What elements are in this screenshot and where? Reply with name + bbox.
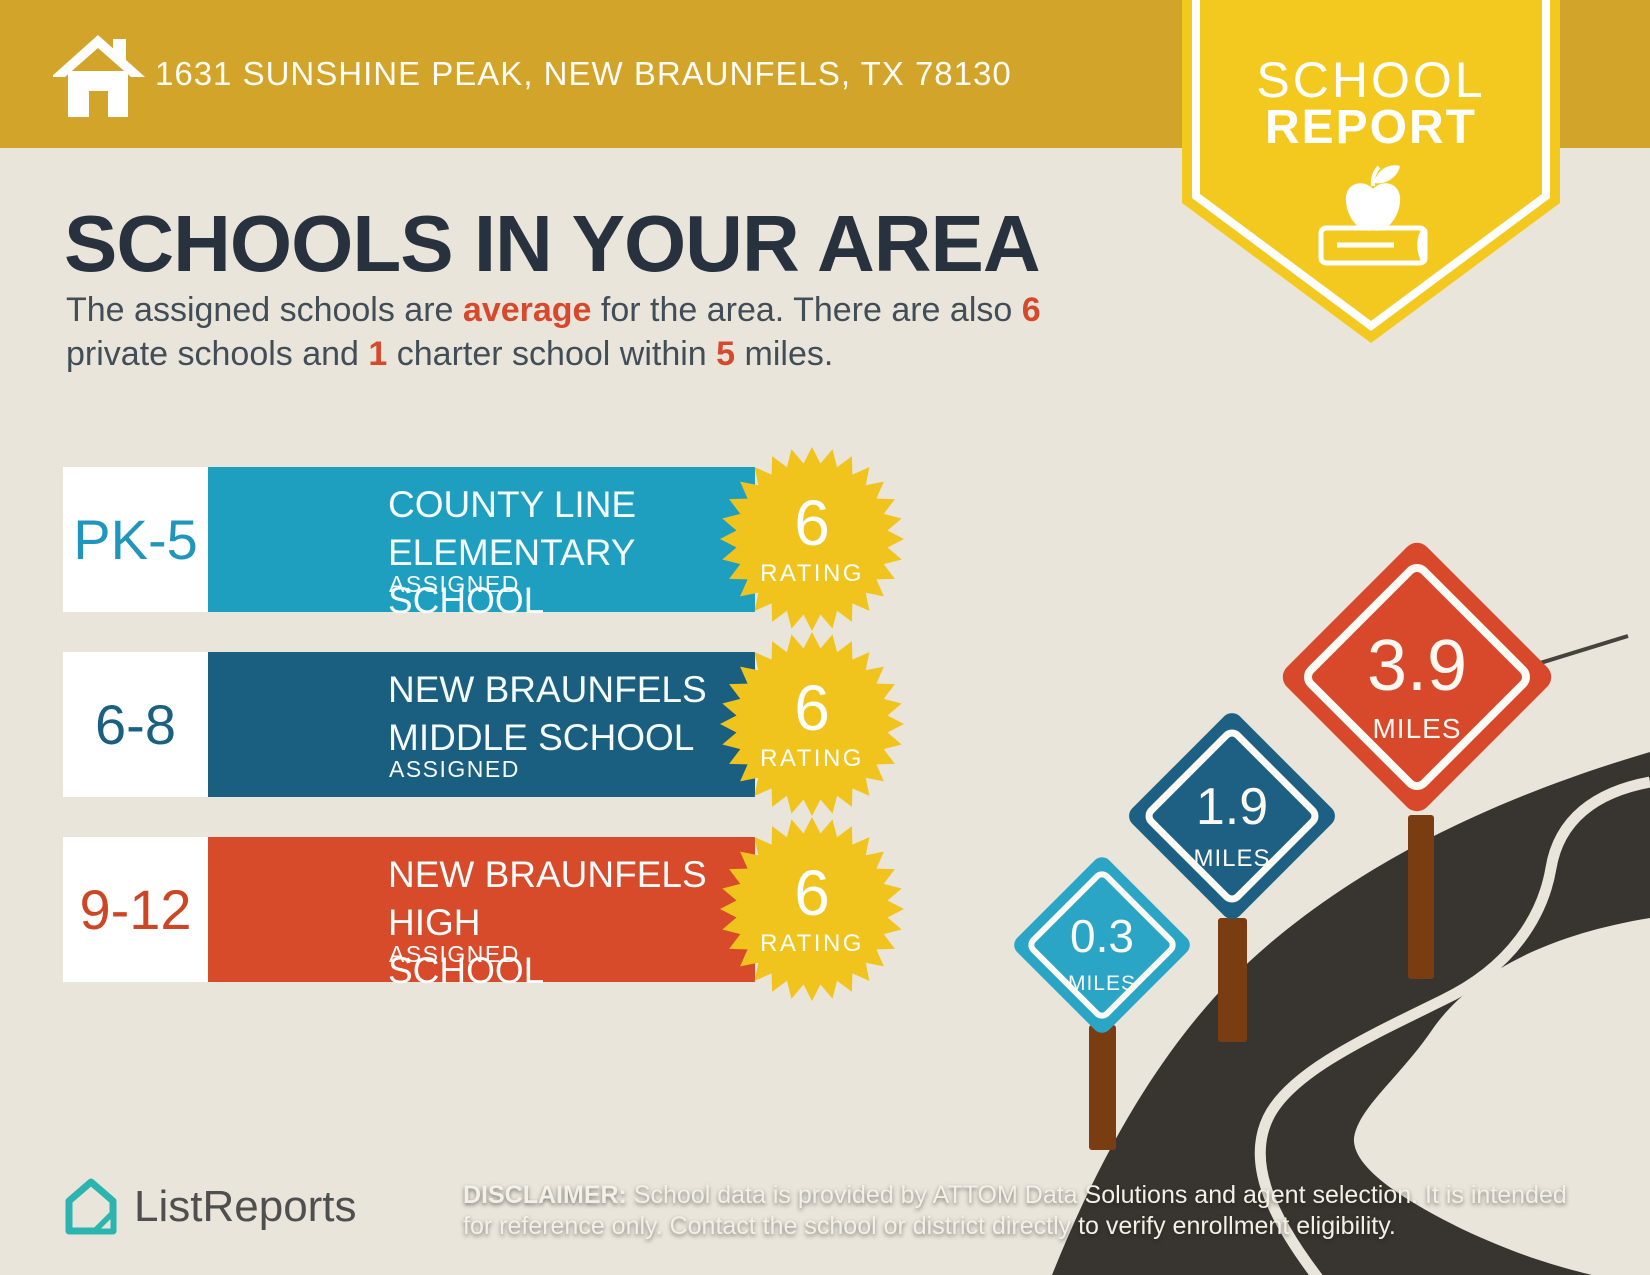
listreports-house-icon — [65, 1178, 117, 1235]
road-stripe — [1254, 776, 1650, 1275]
school-row-middle: 6-8 NEW BRAUNFELS MIDDLE SCHOOL ASSIGNED… — [63, 632, 913, 816]
school-row-elementary: PK-5 COUNTY LINE ELEMENTARY SCHOOL ASSIG… — [63, 447, 913, 631]
road — [1052, 752, 1650, 1275]
rating-badge: 6 RATING — [720, 632, 904, 816]
sign-post-far — [1408, 815, 1434, 979]
rating-label: RATING — [760, 745, 864, 772]
rating-badge: 6 RATING — [720, 447, 904, 631]
distance-unit: MILES — [1193, 845, 1270, 872]
grade-range: 9-12 — [63, 837, 208, 982]
badge-line1: SCHOOL — [1256, 52, 1485, 108]
distance-value: 1.9 — [1196, 778, 1268, 836]
disclaimer-line1: DISCLAIMER: School data is provided by A… — [463, 1181, 1567, 1209]
home-icon — [53, 35, 145, 117]
starburst-icon — [720, 817, 904, 1001]
rating-label: RATING — [760, 930, 864, 957]
school-report-badge: SCHOOL REPORT — [1182, 0, 1560, 343]
school-bar: COUNTY LINE ELEMENTARY SCHOOL ASSIGNED — [208, 467, 755, 621]
distance-value: 0.3 — [1070, 910, 1134, 962]
distance-value: 3.9 — [1367, 626, 1467, 706]
apple-icon — [1345, 165, 1401, 231]
rating-value: 6 — [794, 857, 830, 929]
school-status: ASSIGNED — [389, 756, 520, 782]
rating-value: 6 — [794, 487, 830, 559]
sign-post-near — [1089, 1025, 1116, 1150]
sign-post-mid — [1218, 918, 1247, 1042]
rating-badge: 6 RATING — [720, 817, 904, 1001]
starburst-icon — [720, 632, 904, 816]
school-bar: NEW BRAUNFELS MIDDLE SCHOOL ASSIGNED — [208, 652, 755, 797]
subtitle-line2: private schools and 1 charter school wit… — [66, 335, 834, 373]
rating-value: 6 — [794, 672, 830, 744]
distance-unit: MILES — [1068, 972, 1136, 995]
school-name: NEW BRAUNFELS HIGH SCHOOL — [388, 854, 707, 991]
disclaimer-text: DISCLAIMER: School data is provided by A… — [463, 1180, 1567, 1242]
starburst-icon — [720, 447, 904, 631]
rating-label: RATING — [760, 560, 864, 587]
listreports-logo: ListReports — [62, 1176, 357, 1238]
distance-sign-far: 3.9 MILES — [1282, 542, 1552, 812]
brand-name: ListReports — [134, 1182, 357, 1231]
distance-sign-near: 0.3 MILES — [1014, 857, 1190, 1033]
school-bar: NEW BRAUNFELS HIGH SCHOOL ASSIGNED — [208, 837, 755, 991]
badge-line2: REPORT — [1265, 101, 1477, 154]
book-icon — [1318, 225, 1428, 266]
disclaimer-line2: for reference only. Contact the school o… — [463, 1212, 1396, 1240]
school-row-high: 9-12 NEW BRAUNFELS HIGH SCHOOL ASSIGNED … — [63, 817, 913, 1001]
distance-unit: MILES — [1372, 713, 1461, 744]
grade-range: 6-8 — [63, 652, 208, 797]
distance-sign-mid: 1.9 MILES — [1129, 713, 1335, 919]
grade-range: PK-5 — [63, 467, 208, 612]
school-name: COUNTY LINE ELEMENTARY SCHOOL — [388, 484, 637, 621]
school-status: ASSIGNED — [389, 941, 520, 967]
page-subtitle: The assigned schools are average for the… — [66, 288, 1041, 376]
subtitle-line1: The assigned schools are average for the… — [66, 291, 1041, 329]
school-name: NEW BRAUNFELS MIDDLE SCHOOL — [388, 669, 707, 758]
school-status: ASSIGNED — [389, 571, 520, 597]
property-address: 1631 SUNSHINE PEAK, NEW BRAUNFELS, TX 78… — [155, 55, 1012, 92]
page-title: SCHOOLS IN YOUR AREA — [64, 199, 1041, 288]
